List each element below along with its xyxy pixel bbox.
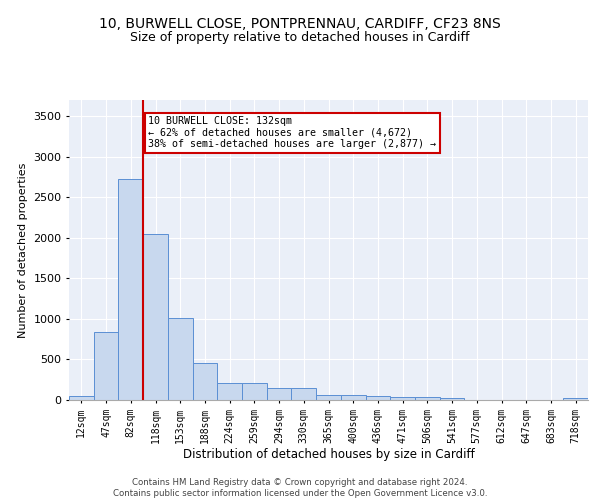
- Text: 10 BURWELL CLOSE: 132sqm
← 62% of detached houses are smaller (4,672)
38% of sem: 10 BURWELL CLOSE: 132sqm ← 62% of detach…: [148, 116, 436, 150]
- Bar: [365, 396, 390, 400]
- Bar: [316, 395, 341, 400]
- Text: 10, BURWELL CLOSE, PONTPRENNAU, CARDIFF, CF23 8NS: 10, BURWELL CLOSE, PONTPRENNAU, CARDIFF,…: [99, 18, 501, 32]
- Bar: [341, 395, 365, 400]
- Bar: [94, 332, 118, 400]
- Bar: [267, 388, 292, 400]
- Text: Contains HM Land Registry data © Crown copyright and database right 2024.
Contai: Contains HM Land Registry data © Crown c…: [113, 478, 487, 498]
- Bar: [217, 382, 242, 400]
- Bar: [292, 388, 316, 400]
- Bar: [415, 397, 440, 400]
- Text: Size of property relative to detached houses in Cardiff: Size of property relative to detached ho…: [130, 31, 470, 44]
- Bar: [440, 398, 464, 400]
- Bar: [193, 363, 217, 400]
- Bar: [168, 318, 193, 400]
- Bar: [390, 397, 415, 400]
- Bar: [118, 180, 143, 400]
- Bar: [242, 382, 267, 400]
- Y-axis label: Number of detached properties: Number of detached properties: [17, 162, 28, 338]
- Bar: [143, 234, 168, 400]
- Bar: [69, 396, 94, 400]
- X-axis label: Distribution of detached houses by size in Cardiff: Distribution of detached houses by size …: [182, 448, 475, 462]
- Bar: [563, 398, 588, 400]
